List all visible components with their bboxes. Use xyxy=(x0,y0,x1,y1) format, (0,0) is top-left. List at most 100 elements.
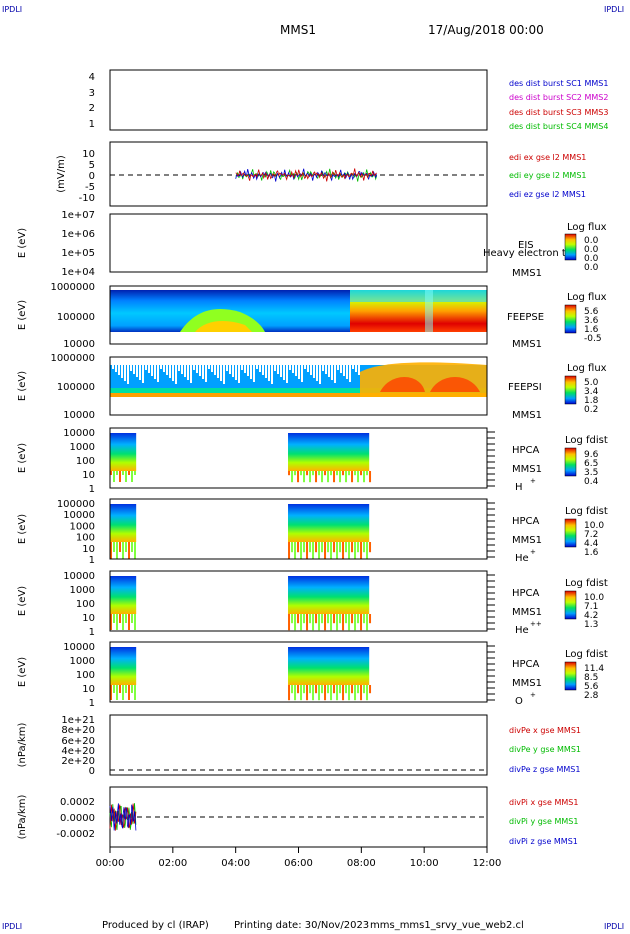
colorbar-title: Log fdist xyxy=(565,435,608,446)
spectrogram-speckle xyxy=(122,685,124,700)
spectrogram-speckle xyxy=(193,365,195,370)
spectrogram-speckle xyxy=(128,685,130,700)
colorbar-tick: 3.5 xyxy=(584,468,598,478)
spectrogram-speckle xyxy=(110,471,112,475)
spectrogram-speckle xyxy=(134,471,136,475)
colorbar-tick: 0.4 xyxy=(584,477,599,487)
y-tick-label: 100000 xyxy=(57,312,95,323)
legend-entry: divPe x gse MMS1 xyxy=(509,726,581,735)
spectrogram-speckle xyxy=(277,365,279,374)
colorbar-title: Log fdist xyxy=(565,506,608,517)
footer-printing-date: Printing date: 30/Nov/2023 xyxy=(234,920,370,931)
spectrogram-speckle xyxy=(205,365,207,382)
spectrogram-speckle xyxy=(253,365,255,382)
edi-efield-traces xyxy=(235,168,378,182)
divpi-series-line xyxy=(109,803,137,831)
spectrogram-speckle xyxy=(256,365,258,369)
spectrogram-speckle xyxy=(229,365,231,374)
spectrogram-feature xyxy=(380,377,425,392)
spectrogram-speckle xyxy=(232,365,234,377)
spectrogram-speckle xyxy=(280,365,282,377)
spectrogram-speckle xyxy=(354,471,357,476)
spectrogram-speckle xyxy=(357,685,360,694)
edi-series-line xyxy=(235,168,377,182)
y-tick-label: 0 xyxy=(89,171,95,182)
spectrogram-speckle xyxy=(321,542,324,553)
spectrogram-speckle xyxy=(116,685,118,700)
spectrogram-speckle xyxy=(337,365,339,370)
spectrogram-speckle xyxy=(121,365,123,378)
spectrogram-speckle xyxy=(113,542,115,552)
legend-entry: divPe z gse MMS1 xyxy=(509,765,580,774)
panel-eis: 1e+07 1e+06 1e+05 1e+04 E (eV) EIS Heavy… xyxy=(17,210,607,279)
species-label: H xyxy=(515,482,523,493)
spectrogram-speckle xyxy=(345,542,348,553)
spectrogram-speckle xyxy=(113,614,115,623)
footer-script-name: mms_mms1_srvy_vue_web2.cl xyxy=(370,920,524,931)
colorbar xyxy=(564,304,577,334)
spectrogram-speckle xyxy=(291,542,294,553)
spectrogram-speckle xyxy=(286,365,288,383)
colorbar-tick: 3.4 xyxy=(584,387,599,397)
spectrogram-speckle xyxy=(235,365,237,380)
spectrogram-speckle xyxy=(297,685,300,694)
y-tick-label: 100000 xyxy=(57,382,95,393)
spacecraft-label: MMS1 xyxy=(512,678,542,689)
spectrogram-speckle xyxy=(342,542,345,560)
spectrogram-speckle xyxy=(366,542,369,560)
spacecraft-label: MMS1 xyxy=(512,607,542,618)
spectrogram-speckle xyxy=(125,685,127,693)
colorbar xyxy=(564,233,577,261)
panel-frame xyxy=(109,714,488,776)
y-tick-label: 0 xyxy=(89,766,95,777)
spectrogram-speckle xyxy=(309,542,312,553)
spectrogram-speckle xyxy=(352,365,354,369)
spectrogram-speckle xyxy=(268,365,270,381)
spectrogram-speckle xyxy=(139,365,141,380)
spectrogram-speckle xyxy=(351,471,354,483)
spectrogram-speckle xyxy=(331,365,333,380)
corner-label-bottom-left: IPDLI xyxy=(2,922,23,931)
spectrogram-speckle xyxy=(363,614,366,624)
panel-frame xyxy=(109,570,488,632)
y-tick-label: 6e+20 xyxy=(61,736,95,747)
spectrogram-speckle xyxy=(184,365,186,377)
spectrogram-fill xyxy=(288,576,370,614)
legend-entry: des dist burst SC3 MMS3 xyxy=(509,108,608,117)
spectrogram-speckle xyxy=(128,542,130,559)
spectrogram-speckle xyxy=(363,542,366,553)
time-tick-label: 12:00 xyxy=(473,858,502,869)
y-tick-label: 1 xyxy=(89,119,95,130)
spectrogram-speckle xyxy=(369,614,372,624)
spectrogram-speckle xyxy=(208,365,210,369)
spectrogram-speckle xyxy=(115,365,117,372)
y-tick-label: 2 xyxy=(89,103,95,114)
spectrogram-speckle xyxy=(172,365,174,381)
spectrogram-speckle xyxy=(333,614,336,624)
colorbar-tick: 4.4 xyxy=(584,539,599,549)
spectrogram-speckle xyxy=(349,365,351,382)
y-tick-label: 1e+06 xyxy=(61,229,95,240)
spectrogram-fill xyxy=(110,393,487,397)
spectrogram-speckle xyxy=(366,685,369,701)
spectrogram-speckle xyxy=(116,542,118,559)
time-tick-label: 10:00 xyxy=(410,858,439,869)
spectrogram-speckle xyxy=(309,471,312,483)
spectrogram-speckle xyxy=(330,614,333,631)
spectrogram-speckle xyxy=(128,471,130,475)
y-tick-label: 1000000 xyxy=(50,353,95,364)
spectrogram-speckle xyxy=(128,614,130,630)
spectrogram-speckle xyxy=(112,365,114,369)
y-tick-label: 100 xyxy=(76,533,95,544)
instrument-label: HPCA xyxy=(512,445,540,456)
spectrogram-speckle xyxy=(110,614,112,630)
spectrogram-speckle xyxy=(312,542,315,560)
spectrogram-speckle xyxy=(339,685,342,694)
spectrogram-speckle xyxy=(163,365,165,372)
spacecraft-label: MMS1 xyxy=(512,464,542,475)
legend-entry: edi ey gse l2 MMS1 xyxy=(509,171,587,180)
spectrogram-speckle xyxy=(145,365,147,370)
spectrogram-fill xyxy=(110,647,137,685)
spectrogram-speckle xyxy=(241,365,243,370)
